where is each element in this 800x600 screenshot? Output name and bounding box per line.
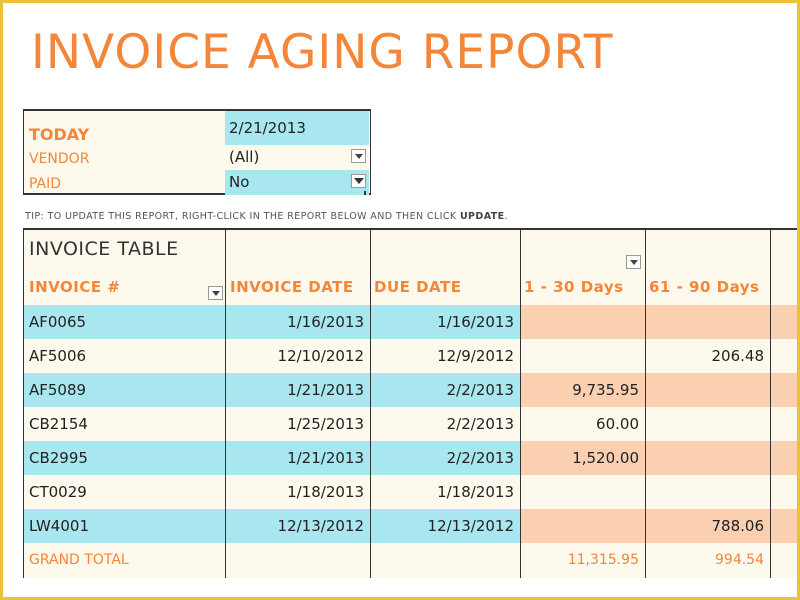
cell-invoice: CB2995 [24,441,225,475]
cell-1-30-days [521,475,645,509]
cell-invoice-date: 1/18/2013 [226,475,370,509]
column-due-date: DUE DATE 1/16/2013 12/9/2012 2/2/2013 2/… [371,230,521,578]
cell-invoice-date: 12/10/2012 [226,339,370,373]
vendor-label: VENDOR [29,151,90,167]
header-1-30-days: 1 - 30 Days [524,278,624,296]
today-label: TODAY [29,125,90,144]
report-title: INVOICE AGING REPORT [31,25,614,80]
header-invoice[interactable]: INVOICE # [29,278,121,296]
header-invoice-date: INVOICE DATE [230,278,354,296]
cell-61-90-days: 206.48 [646,339,770,373]
cell-invoice-date: 1/16/2013 [226,305,370,339]
cell-61-90-days [646,373,770,407]
filter-values: 2/21/2013 (All) No [225,109,371,195]
tip-suffix: . [504,211,508,222]
cell-1-30-days [521,509,645,543]
grand-total-empty [226,543,370,578]
grand-total-label: GRAND TOTAL [24,543,225,578]
grand-total-61-90-days: 994.54 [646,543,770,578]
header-due-date: DUE DATE [374,278,462,296]
column-invoice-date: INVOICE DATE 1/16/2013 12/10/2012 1/21/2… [226,230,371,578]
cell-invoice: CB2154 [24,407,225,441]
today-value: 2/21/2013 [229,119,306,137]
aging-column-dropdown-icon[interactable] [626,255,641,269]
cell-invoice: AF0065 [24,305,225,339]
column-1-30-days: 1 - 30 Days 9,735.95 60.00 1,520.00 11,3… [521,230,646,578]
cell-due-date: 2/2/2013 [371,441,520,475]
column-61-90-days: 61 - 90 Days 206.48 788.06 994.54 [646,230,771,578]
paid-label: PAID [29,176,62,192]
tip-text: TIP: TO UPDATE THIS REPORT, RIGHT-CLICK … [25,211,460,222]
grand-total-empty [371,543,520,578]
invoice-column-dropdown-icon[interactable] [208,286,223,300]
table-title: INVOICE TABLE [29,238,179,260]
cell-1-30-days: 9,735.95 [521,373,645,407]
vendor-filter-dropdown[interactable]: (All) [225,145,369,170]
cell-1-30-days: 1,520.00 [521,441,645,475]
invoice-table: INVOICE TABLE INVOICE # AF0065 AF5006 AF… [23,228,797,578]
cell-due-date: 12/13/2012 [371,509,520,543]
header-61-90-days: 61 - 90 Days [649,278,760,296]
column-overflow [771,230,797,578]
cell-due-date: 2/2/2013 [371,373,520,407]
cell-invoice: AF5006 [24,339,225,373]
filter-panel: TODAY VENDOR PAID 2/21/2013 (All) No [23,109,371,195]
cell-invoice-date: 1/21/2013 [226,373,370,407]
cell-due-date: 2/2/2013 [371,407,520,441]
cell-invoice-date: 1/25/2013 [226,407,370,441]
filter-labels: TODAY VENDOR PAID [23,109,225,195]
cell-invoice: AF5089 [24,373,225,407]
cell-invoice-date: 12/13/2012 [226,509,370,543]
cell-61-90-days [646,475,770,509]
cell-1-30-days [521,305,645,339]
tip-update-keyword: UPDATE [459,211,505,222]
cell-due-date: 1/16/2013 [371,305,520,339]
cell-61-90-days [646,305,770,339]
cell-61-90-days [646,441,770,475]
paid-filter-dropdown[interactable]: No [225,170,369,195]
cell-1-30-days: 60.00 [521,407,645,441]
cell-61-90-days [646,407,770,441]
cell-invoice-date: 1/21/2013 [226,441,370,475]
filter-funnel-icon[interactable] [351,174,366,195]
today-field[interactable]: 2/21/2013 [225,111,369,145]
cell-due-date: 1/18/2013 [371,475,520,509]
update-tip: TIP: TO UPDATE THIS REPORT, RIGHT-CLICK … [25,211,508,222]
column-invoice: INVOICE TABLE INVOICE # AF0065 AF5006 AF… [23,230,226,578]
grand-total-1-30-days: 11,315.95 [521,543,645,578]
cell-1-30-days [521,339,645,373]
cell-invoice: LW4001 [24,509,225,543]
cell-invoice: CT0029 [24,475,225,509]
vendor-value: (All) [229,148,260,166]
cell-61-90-days: 788.06 [646,509,770,543]
chevron-down-icon[interactable] [351,149,366,163]
paid-value: No [229,173,250,191]
cell-due-date: 12/9/2012 [371,339,520,373]
